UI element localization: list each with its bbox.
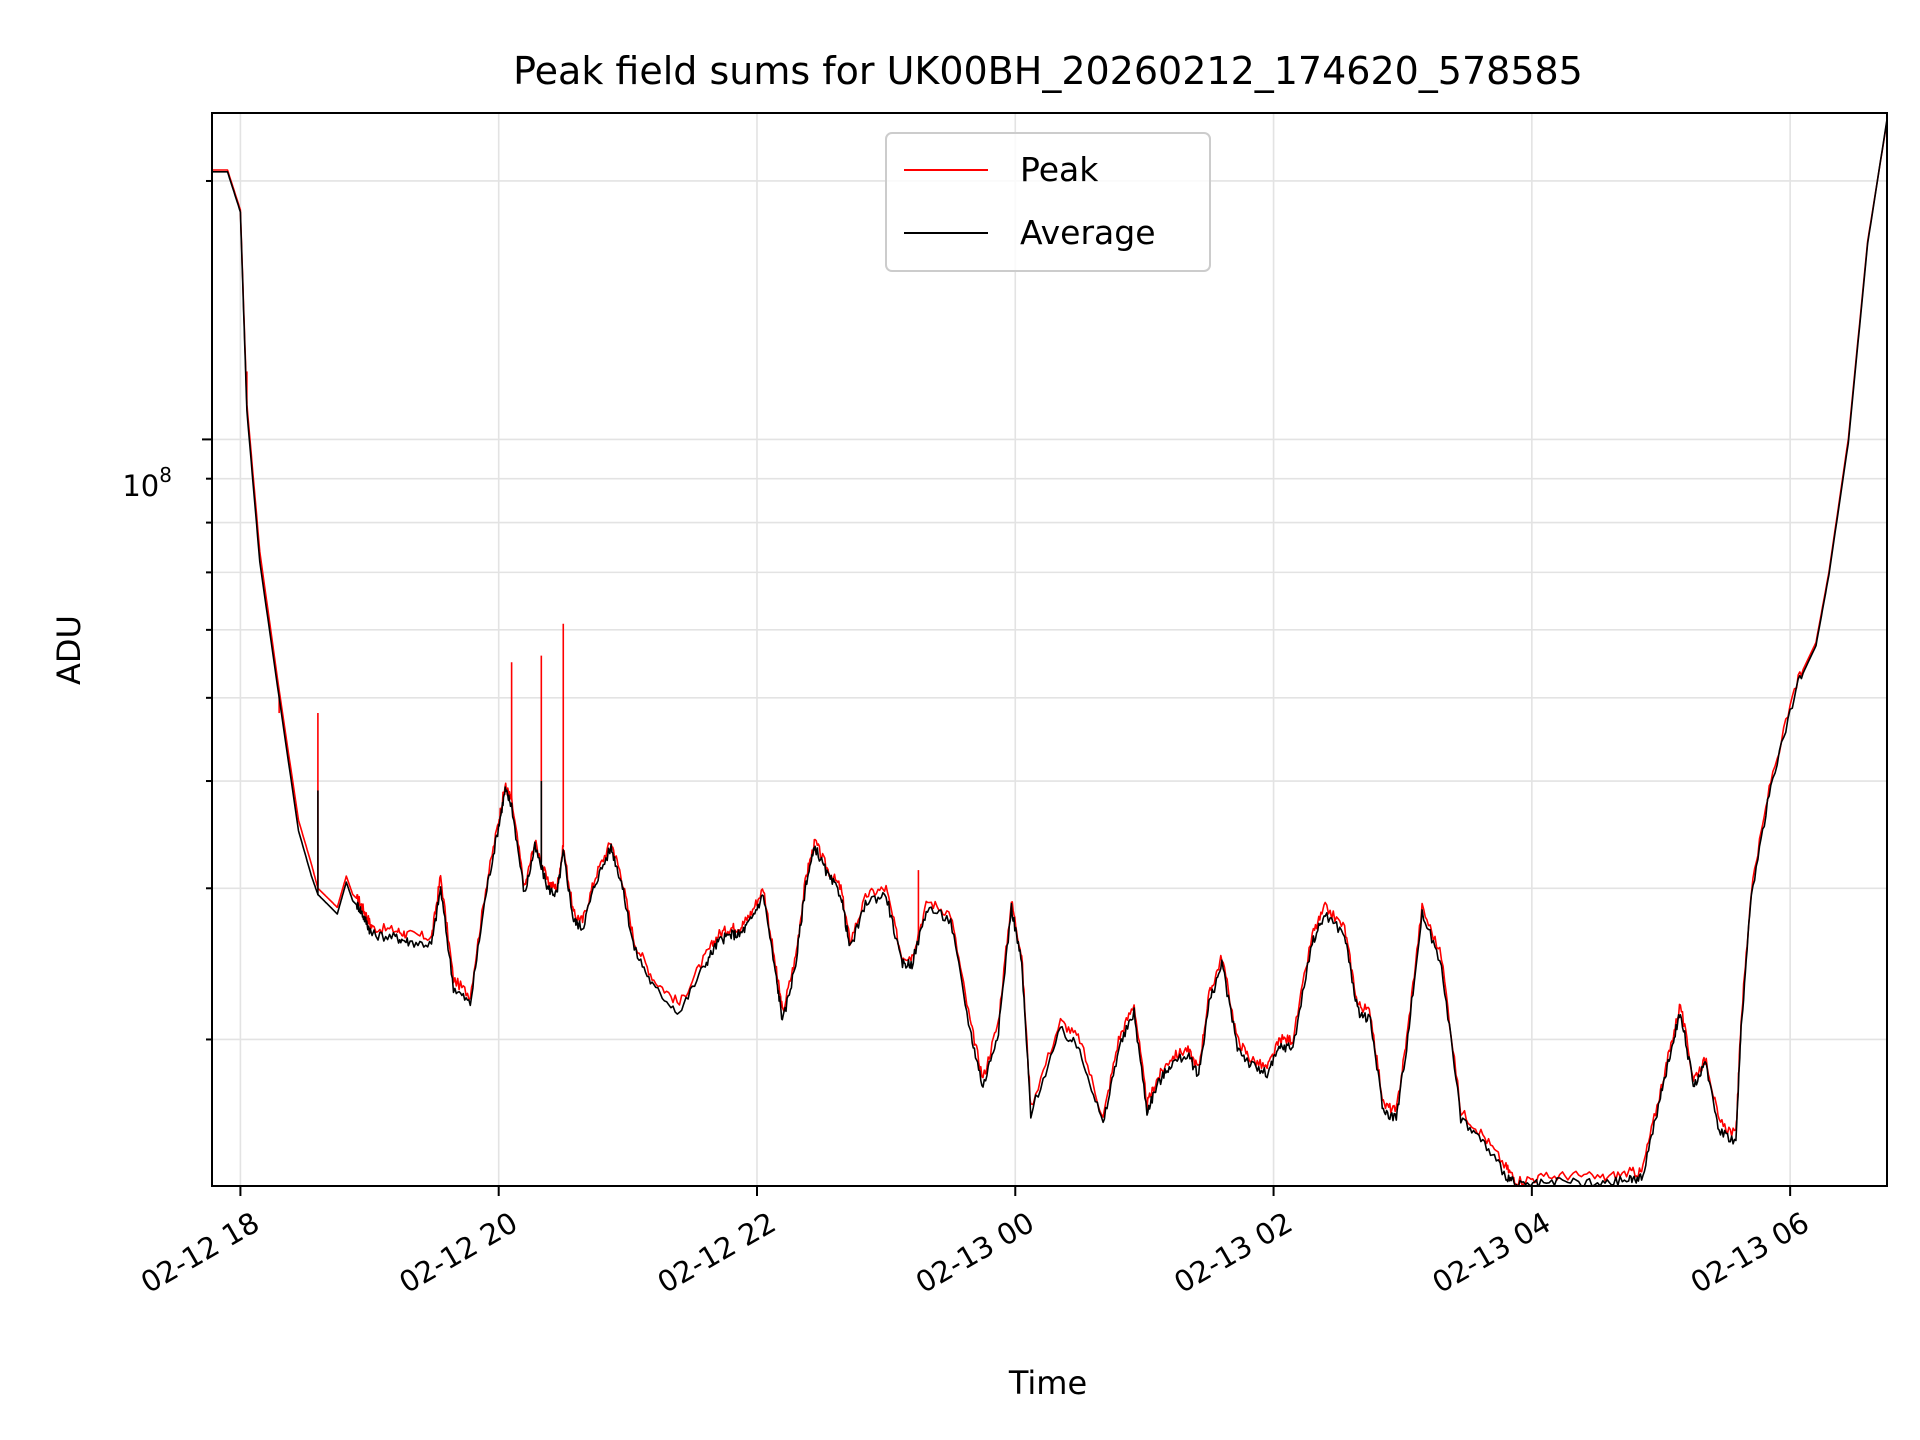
x-tick-label: 02-12 22 <box>652 1205 782 1300</box>
x-axis-label: Time <box>1008 1364 1087 1402</box>
legend-box <box>885 132 1211 272</box>
y-axis-label: ADU <box>50 615 88 685</box>
y-tick-label-1e8: 108 <box>122 463 172 503</box>
x-tick-label: 02-13 02 <box>1168 1205 1298 1300</box>
peak-series-line <box>212 120 1887 1186</box>
average-series-line <box>212 119 1887 1186</box>
y-tick-label-exponent: 8 <box>159 463 172 487</box>
x-tick-label: 02-13 04 <box>1426 1205 1556 1300</box>
chart-title: Peak field sums for UK00BH_20260212_1746… <box>513 49 1583 93</box>
series-layer <box>212 119 1887 1186</box>
legend-average-label: Average <box>1020 213 1156 252</box>
legend-peak-label: Peak <box>1020 150 1099 189</box>
x-tick-label: 02-13 06 <box>1685 1205 1815 1300</box>
x-tick-label: 02-12 18 <box>135 1205 265 1300</box>
grid-lines <box>212 113 1887 1186</box>
x-tick-label: 02-13 00 <box>910 1205 1040 1300</box>
x-tick-label: 02-12 20 <box>393 1205 523 1300</box>
legend: Peak Average <box>885 132 1211 272</box>
axes-ticks: 02-12 18 02-12 20 02-12 22 02-13 00 02-13 02… <box>135 179 1815 1300</box>
plot-frame <box>211 112 1888 1187</box>
